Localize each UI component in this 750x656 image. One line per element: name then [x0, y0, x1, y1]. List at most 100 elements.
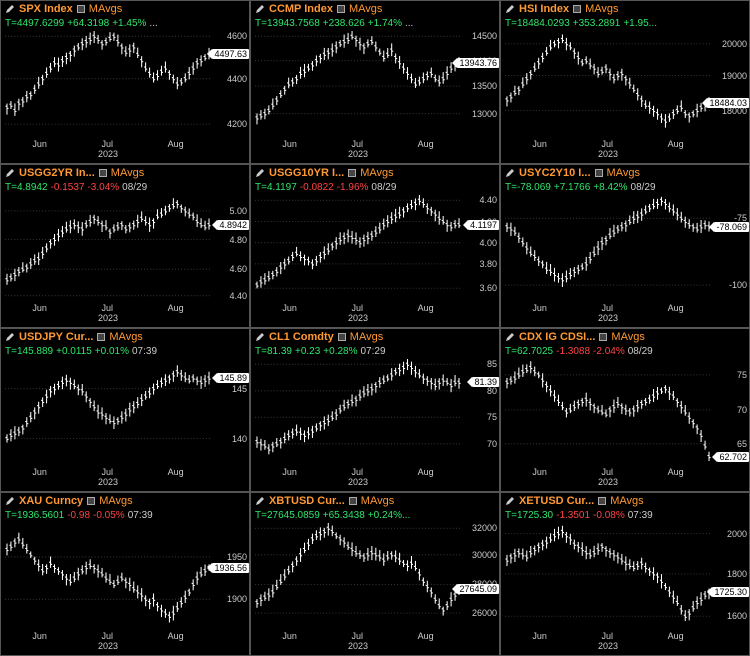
mavgs-checkbox[interactable] [337, 5, 345, 13]
ticker-label[interactable]: CL1 Comdty [269, 331, 334, 343]
chart-area[interactable] [255, 31, 461, 137]
quote-line: T=145.889+0.0115+0.01%07:39 [1, 344, 249, 359]
last-price: T=4497.6299 [5, 18, 64, 29]
chart-panel[interactable]: CDX IG CDSI...MAvgsT=62.7025-1.3088-2.04… [500, 328, 750, 492]
mavgs-checkbox[interactable] [77, 5, 85, 13]
chart-panel[interactable]: XBTUSD Cur...MAvgsT=27645.0859+65.3438+0… [250, 492, 500, 656]
y-tick: 75 [737, 370, 747, 380]
y-tick: 4.40 [479, 195, 497, 205]
y-tick: 20000 [722, 39, 747, 49]
y-axis: 8580757081.39 [461, 359, 499, 465]
chart-area[interactable] [5, 523, 211, 629]
x-year: 2023 [505, 313, 711, 323]
mavgs-label[interactable]: MAvgs [89, 3, 122, 15]
pencil-icon[interactable] [255, 332, 265, 342]
chart-area[interactable] [5, 359, 211, 465]
chart-area[interactable] [255, 195, 461, 301]
x-year: 2023 [5, 149, 211, 159]
pencil-icon[interactable] [5, 168, 15, 178]
mavgs-checkbox[interactable] [87, 497, 95, 505]
ticker-label[interactable]: USDJPY Cur... [19, 331, 93, 343]
pencil-icon[interactable] [5, 4, 15, 14]
pencil-icon[interactable] [505, 332, 515, 342]
mavgs-label[interactable]: MAvgs [349, 3, 382, 15]
pct-change: -3.04% [87, 182, 119, 193]
chart-panel[interactable]: USYC2Y10 I... MAvgsT=-78.069+7.1766+8.42%… [500, 164, 750, 328]
x-axis: JunJulAug2023 [255, 137, 461, 163]
mavgs-checkbox[interactable] [348, 169, 356, 177]
pencil-icon[interactable] [5, 332, 15, 342]
pencil-icon[interactable] [505, 168, 515, 178]
chart-area[interactable] [505, 31, 711, 137]
x-axis: JunJulAug2023 [5, 301, 211, 327]
x-tick: Aug [668, 631, 684, 641]
chart-area[interactable] [255, 359, 461, 465]
pct-change: +0.01% [95, 346, 129, 357]
mavgs-checkbox[interactable] [338, 333, 346, 341]
mavgs-label[interactable]: MAvgs [611, 331, 644, 343]
mavgs-label[interactable]: MAvgs [360, 167, 393, 179]
x-tick: Jun [532, 303, 547, 313]
mavgs-label[interactable]: MAvgs [350, 331, 383, 343]
price-flag: 81.39 [472, 377, 499, 387]
chart-panel[interactable]: SPX IndexMAvgsT=4497.6299+64.3198+1.45%.… [0, 0, 250, 164]
chart-panel[interactable]: XAU CurncyMAvgsT=1936.5601-0.98-0.05%07:… [0, 492, 250, 656]
chart-panel[interactable]: USGG2YR In...MAvgsT=4.8942-0.1537-3.04%0… [0, 164, 250, 328]
quote-line: T=-78.069+7.1766+8.42%08/29 [501, 180, 749, 195]
chart-panel[interactable]: HSI IndexMAvgsT=18484.0293+353.2891+1.95… [500, 0, 750, 164]
mavgs-label[interactable]: MAvgs [361, 495, 394, 507]
ticker-label[interactable]: CCMP Index [269, 3, 333, 15]
ticker-label[interactable]: XBTUSD Cur... [269, 495, 345, 507]
y-axis: 2000180016001725.30 [711, 523, 749, 629]
pencil-icon[interactable] [505, 496, 515, 506]
change: +64.3198 [67, 18, 109, 29]
mavgs-checkbox[interactable] [97, 333, 105, 341]
x-tick: Aug [168, 139, 184, 149]
mavgs-checkbox[interactable] [349, 497, 357, 505]
mavgs-checkbox[interactable] [598, 497, 606, 505]
ticker-label[interactable]: USGG2YR In... [19, 167, 95, 179]
x-tick: Aug [168, 631, 184, 641]
timestamp: ... [405, 18, 413, 29]
chart-panel[interactable]: CCMP Index MAvgsT=13943.7568+238.626+1.74… [250, 0, 500, 164]
chart-panel[interactable]: CL1 ComdtyMAvgsT=81.39+0.23+0.28%07:2985… [250, 328, 500, 492]
chart-area[interactable] [505, 523, 711, 629]
ticker-label[interactable]: USGG10YR I... [269, 167, 344, 179]
ticker-label[interactable]: XAU Curncy [19, 495, 83, 507]
ticker-label[interactable]: XETUSD Cur... [519, 495, 594, 507]
chart-panel[interactable]: XETUSD Cur...MAvgsT=1725.30-1.3501-0.08%… [500, 492, 750, 656]
chart-area[interactable] [505, 195, 711, 301]
chart-area[interactable] [5, 195, 211, 301]
mavgs-checkbox[interactable] [573, 5, 581, 13]
ticker-label[interactable]: USYC2Y10 I... [519, 167, 591, 179]
mavgs-label[interactable]: MAvgs [607, 167, 640, 179]
x-tick: Aug [668, 467, 684, 477]
chart-panel[interactable]: USDJPY Cur... MAvgsT=145.889+0.0115+0.01%… [0, 328, 250, 492]
pencil-icon[interactable] [255, 4, 265, 14]
panel-header: CL1 Comdty MAvgs [251, 329, 499, 344]
mavgs-checkbox[interactable] [99, 169, 107, 177]
pencil-icon[interactable] [255, 168, 265, 178]
panel-header: XBTUSD Cur... MAvgs [251, 493, 499, 508]
chart-area[interactable] [5, 31, 211, 137]
ticker-label[interactable]: HSI Index [519, 3, 569, 15]
pencil-icon[interactable] [255, 496, 265, 506]
mavgs-label[interactable]: MAvgs [585, 3, 618, 15]
x-tick: Jul [101, 303, 113, 313]
mavgs-label[interactable]: MAvgs [111, 167, 144, 179]
mavgs-label[interactable]: MAvgs [610, 495, 643, 507]
pencil-icon[interactable] [505, 4, 515, 14]
ticker-label[interactable]: SPX Index [19, 3, 73, 15]
mavgs-checkbox[interactable] [599, 333, 607, 341]
quote-line: T=13943.7568+238.626+1.74%... [251, 16, 499, 31]
mavgs-label[interactable]: MAvgs [109, 331, 142, 343]
change: +0.0115 [56, 346, 92, 357]
chart-area[interactable] [505, 359, 711, 465]
ticker-label[interactable]: CDX IG CDSI... [519, 331, 595, 343]
pencil-icon[interactable] [5, 496, 15, 506]
chart-panel[interactable]: USGG10YR I...MAvgsT=4.1197-0.0822-1.96%0… [250, 164, 500, 328]
mavgs-checkbox[interactable] [595, 169, 603, 177]
mavgs-label[interactable]: MAvgs [99, 495, 132, 507]
chart-area[interactable] [255, 523, 461, 629]
timestamp: 08/29 [628, 346, 653, 357]
